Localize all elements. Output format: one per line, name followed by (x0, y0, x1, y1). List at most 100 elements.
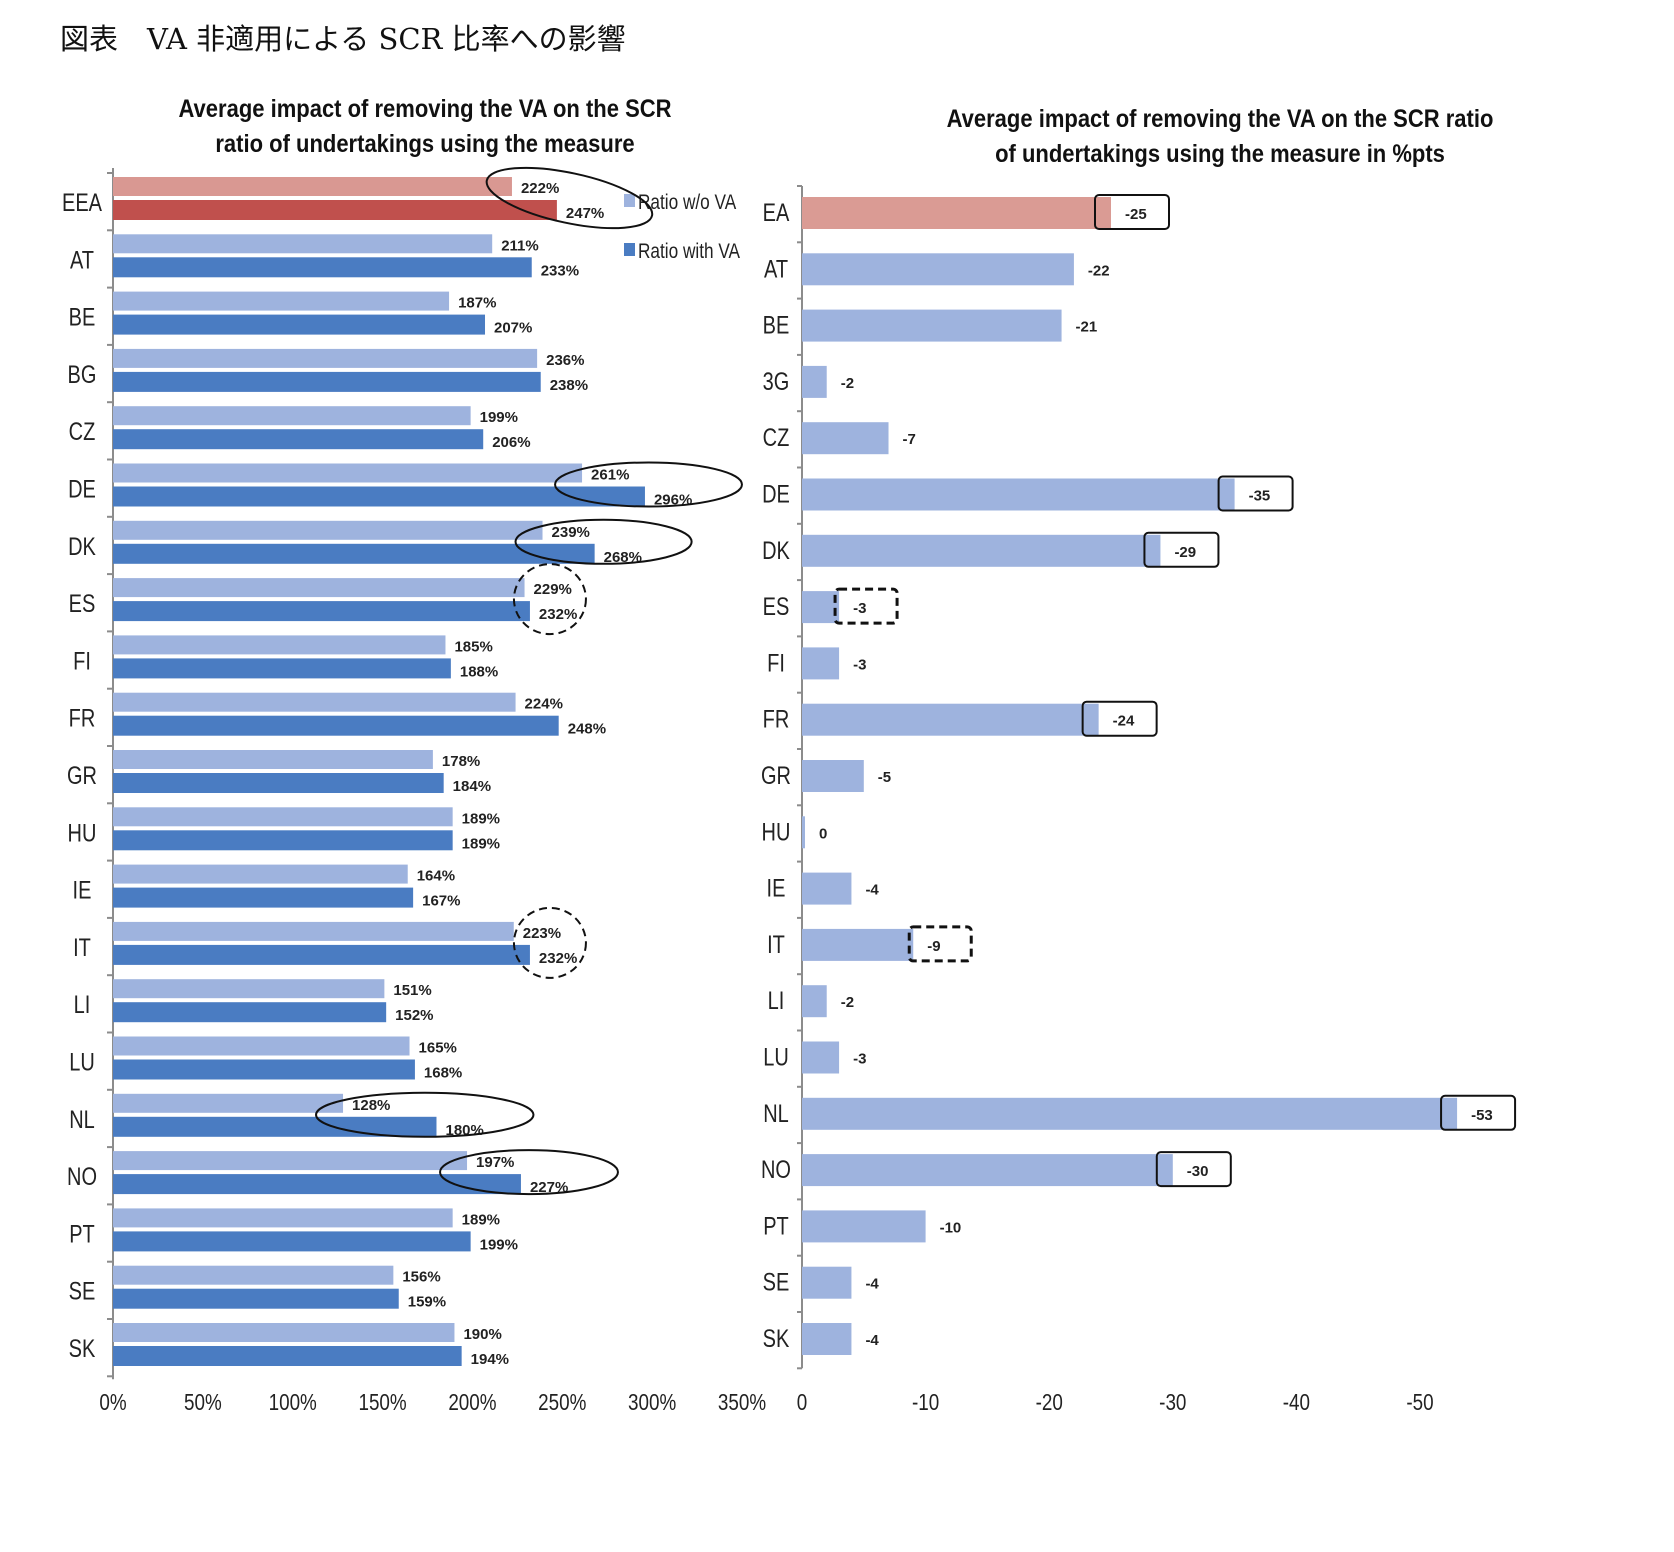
legend-label-with-va: Ratio with VA (638, 241, 740, 264)
bar-impact-pts (802, 309, 1062, 342)
bar-ratio-with-va (113, 429, 484, 450)
data-label-impact: -53 (1471, 1107, 1493, 1124)
bar-ratio-with-va (113, 486, 645, 507)
right-category-label: DE (762, 480, 790, 508)
bar-ratio-with-va (113, 1174, 521, 1195)
bar-ratio-wo-va (113, 348, 538, 368)
right-category-label: BE (763, 312, 790, 340)
bar-ratio-with-va (113, 1116, 437, 1137)
left-category-label: SK (69, 1335, 96, 1363)
data-label-wo-va: 229% (534, 581, 572, 598)
bar-impact-pts (802, 1323, 852, 1355)
data-label-impact: -25 (1125, 206, 1147, 223)
data-label-wo-va: 128% (352, 1097, 390, 1114)
legend-swatch-with-va (624, 243, 635, 256)
right-x-tick-label: -30 (1159, 1390, 1186, 1415)
highlight-box-it (907, 925, 973, 963)
bar-ratio-with-va (113, 773, 444, 793)
bar-ratio-with-va (113, 1346, 462, 1366)
data-label-with-va: 184% (453, 778, 491, 795)
highlight-ellipse-it (512, 906, 587, 979)
left-category-label: LI (74, 991, 91, 1019)
data-label-impact: -2 (841, 994, 854, 1011)
bar-impact-pts (802, 985, 827, 1018)
bar-impact-pts (802, 365, 827, 398)
left-x-tick-label: 100% (269, 1390, 317, 1415)
bar-impact-pts (802, 197, 1111, 229)
right-category-label: IT (767, 931, 785, 959)
bar-ratio-wo-va (113, 234, 493, 254)
data-label-with-va: 159% (408, 1294, 446, 1311)
highlight-box-es (833, 587, 899, 625)
data-label-wo-va: 197% (476, 1154, 514, 1171)
left-category-label: DE (68, 475, 96, 503)
data-label-wo-va: 222% (521, 180, 559, 197)
left-category-label: NL (69, 1106, 95, 1134)
left-category-label: BE (69, 304, 96, 332)
bar-ratio-with-va (113, 944, 530, 965)
highlight-ellipse-eea (485, 166, 654, 230)
data-label-with-va: 206% (492, 434, 530, 451)
data-label-impact: -4 (865, 1276, 879, 1293)
bar-ratio-wo-va (113, 1323, 455, 1342)
right-x-tick-label: -20 (1036, 1390, 1063, 1415)
bar-ratio-wo-va (113, 921, 514, 941)
highlight-box-dk (1143, 531, 1220, 568)
bar-ratio-wo-va (113, 406, 471, 426)
left-x-tick-label: 350% (718, 1390, 766, 1415)
data-label-with-va: 167% (422, 893, 460, 910)
bar-impact-pts (802, 534, 1161, 567)
bar-impact-pts (802, 422, 889, 455)
bar-ratio-wo-va (113, 1036, 410, 1056)
bar-ratio-wo-va (113, 1208, 453, 1228)
highlight-ellipse-nl (315, 1091, 535, 1138)
right-category-label: FR (763, 706, 790, 734)
left-category-label: DK (68, 533, 96, 561)
right-category-label: LU (763, 1043, 789, 1071)
data-label-wo-va: 199% (480, 409, 518, 426)
bar-impact-pts (802, 760, 864, 792)
data-label-wo-va: 189% (462, 1211, 500, 1228)
data-label-wo-va: 261% (591, 467, 629, 484)
bar-impact-pts (802, 703, 1099, 736)
right-category-label: DK (762, 537, 790, 565)
data-label-wo-va: 190% (463, 1326, 501, 1343)
left-x-tick-label: 150% (358, 1390, 406, 1415)
bar-ratio-wo-va (113, 979, 385, 999)
left-x-tick-label: 50% (184, 1390, 222, 1415)
data-label-with-va: 207% (494, 320, 532, 337)
highlight-ellipse-es (512, 563, 587, 636)
bar-ratio-with-va (113, 658, 451, 679)
data-label-wo-va: 187% (458, 295, 496, 312)
right-x-tick-label: 0 (797, 1390, 807, 1415)
data-label-impact: -10 (940, 1219, 962, 1236)
bar-impact-pts (802, 253, 1074, 286)
right-category-label: NL (763, 1100, 789, 1128)
highlight-ellipse-no (439, 1149, 619, 1196)
left-category-label: SE (69, 1278, 96, 1306)
left-category-label: AT (70, 246, 94, 274)
bar-ratio-with-va (113, 1231, 471, 1252)
left-category-label: FR (69, 705, 96, 733)
left-category-label: HU (68, 819, 97, 847)
bar-ratio-wo-va (113, 1151, 468, 1171)
bar-ratio-wo-va (113, 635, 446, 655)
bar-ratio-with-va (113, 1002, 387, 1023)
data-label-wo-va: 223% (523, 925, 561, 942)
bar-ratio-wo-va (113, 692, 516, 712)
data-label-with-va: 232% (539, 606, 577, 623)
right-category-label: PT (763, 1212, 789, 1240)
bar-ratio-wo-va (113, 177, 512, 196)
bar-impact-pts (802, 872, 852, 905)
left-category-label: EEA (62, 189, 103, 217)
data-label-impact: -7 (903, 431, 916, 448)
highlight-box-nl (1440, 1094, 1517, 1131)
data-label-impact: -3 (853, 1051, 866, 1068)
data-label-impact: -21 (1076, 319, 1098, 336)
data-label-impact: -3 (853, 656, 866, 673)
right-category-label: CZ (763, 424, 790, 452)
left-category-label: IT (73, 934, 91, 962)
data-label-wo-va: 211% (501, 237, 539, 254)
highlight-box-ea (1094, 194, 1170, 230)
bar-ratio-with-va (113, 200, 557, 220)
